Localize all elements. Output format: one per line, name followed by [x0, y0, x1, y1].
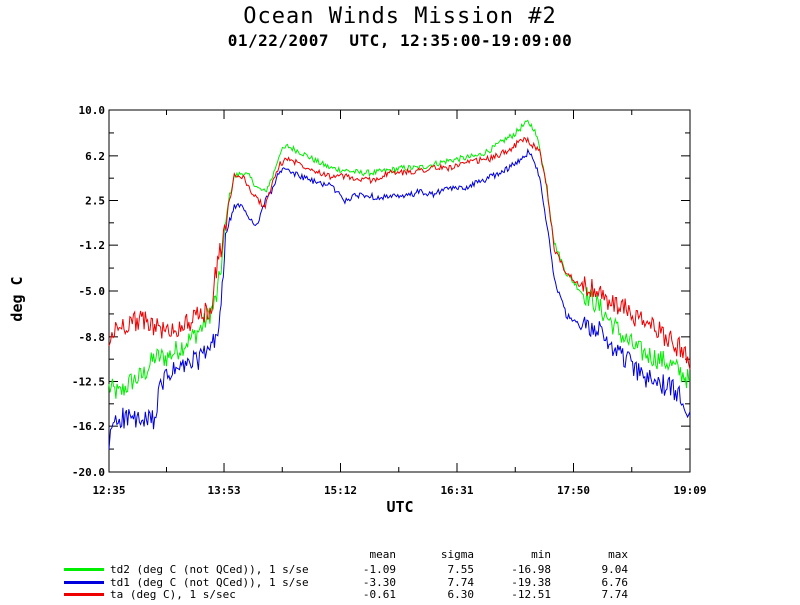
legend-label: ta (deg C), 1 s/sec	[110, 588, 236, 601]
x-tick-label: 15:12	[324, 484, 357, 497]
axis-ticks	[108, 109, 691, 473]
legend-label: td1 (deg C (not QCed)), 1 s/se	[110, 576, 309, 589]
y-tick-label: -8.8	[79, 331, 106, 344]
stat-min: -19.38	[511, 576, 551, 589]
legend-swatch	[64, 568, 104, 571]
stats-header-min: min	[531, 548, 551, 561]
y-tick-label: 10.0	[79, 104, 106, 117]
y-tick-label: 6.2	[85, 150, 105, 163]
stat-max: 7.74	[601, 588, 629, 601]
series-line-0	[108, 119, 691, 399]
x-tick-label: 19:09	[673, 484, 706, 497]
stat-sigma: 7.55	[447, 563, 475, 576]
y-tick-labels: 10.0 6.2 2.5 -1.2 -5.0 -8.8 -12.5 -16.2 -20.0	[72, 104, 105, 479]
y-tick-label: -12.5	[72, 376, 105, 389]
stat-max: 9.04	[601, 563, 629, 576]
legend-row-td1: td1 (deg C (not QCed)), 1 s/se -3.30 7.7…	[62, 576, 762, 589]
y-tick-label: -20.0	[72, 466, 105, 479]
stat-max: 6.76	[601, 576, 629, 589]
stat-mean: -1.09	[362, 563, 396, 576]
legend-swatch	[64, 593, 104, 596]
legend-swatch	[64, 581, 104, 584]
x-tick-label: 17:50	[557, 484, 590, 497]
y-tick-label: -16.2	[72, 420, 105, 433]
x-tick-labels: 12:35 13:53 15:12 16:31 17:50 19:09	[92, 484, 706, 497]
stat-sigma: 7.74	[447, 576, 475, 589]
series-lines	[108, 119, 691, 450]
stat-sigma: 6.30	[447, 588, 475, 601]
chart-title: Ocean Winds Mission #2	[243, 4, 557, 29]
y-tick-label: -5.0	[79, 285, 106, 298]
stat-mean: -0.61	[362, 588, 396, 601]
stats-header-sigma: sigma	[440, 548, 474, 561]
series-line-1	[108, 148, 691, 450]
x-axis-label: UTC	[386, 498, 414, 516]
chart-subtitle: 01/22/2007 UTC, 12:35:00-19:09:00	[227, 31, 573, 50]
x-tick-label: 13:53	[207, 484, 240, 497]
y-tick-label: 2.5	[85, 195, 105, 208]
legend-row-td2: td2 (deg C (not QCed)), 1 s/se -1.09 7.5…	[62, 563, 762, 576]
legend-row-ta: ta (deg C), 1 s/sec -0.61 6.30 -12.51 7.…	[62, 588, 762, 601]
series-line-2	[108, 136, 691, 370]
legend-label: td2 (deg C (not QCed)), 1 s/se	[110, 563, 309, 576]
x-tick-label: 12:35	[92, 484, 125, 497]
stats-header-max: max	[608, 548, 628, 561]
y-tick-label: -1.2	[79, 239, 106, 252]
stat-min: -12.51	[511, 588, 551, 601]
x-tick-label: 16:31	[440, 484, 473, 497]
stat-mean: -3.30	[362, 576, 396, 589]
stat-min: -16.98	[511, 563, 551, 576]
stats-header-mean: mean	[369, 548, 397, 561]
